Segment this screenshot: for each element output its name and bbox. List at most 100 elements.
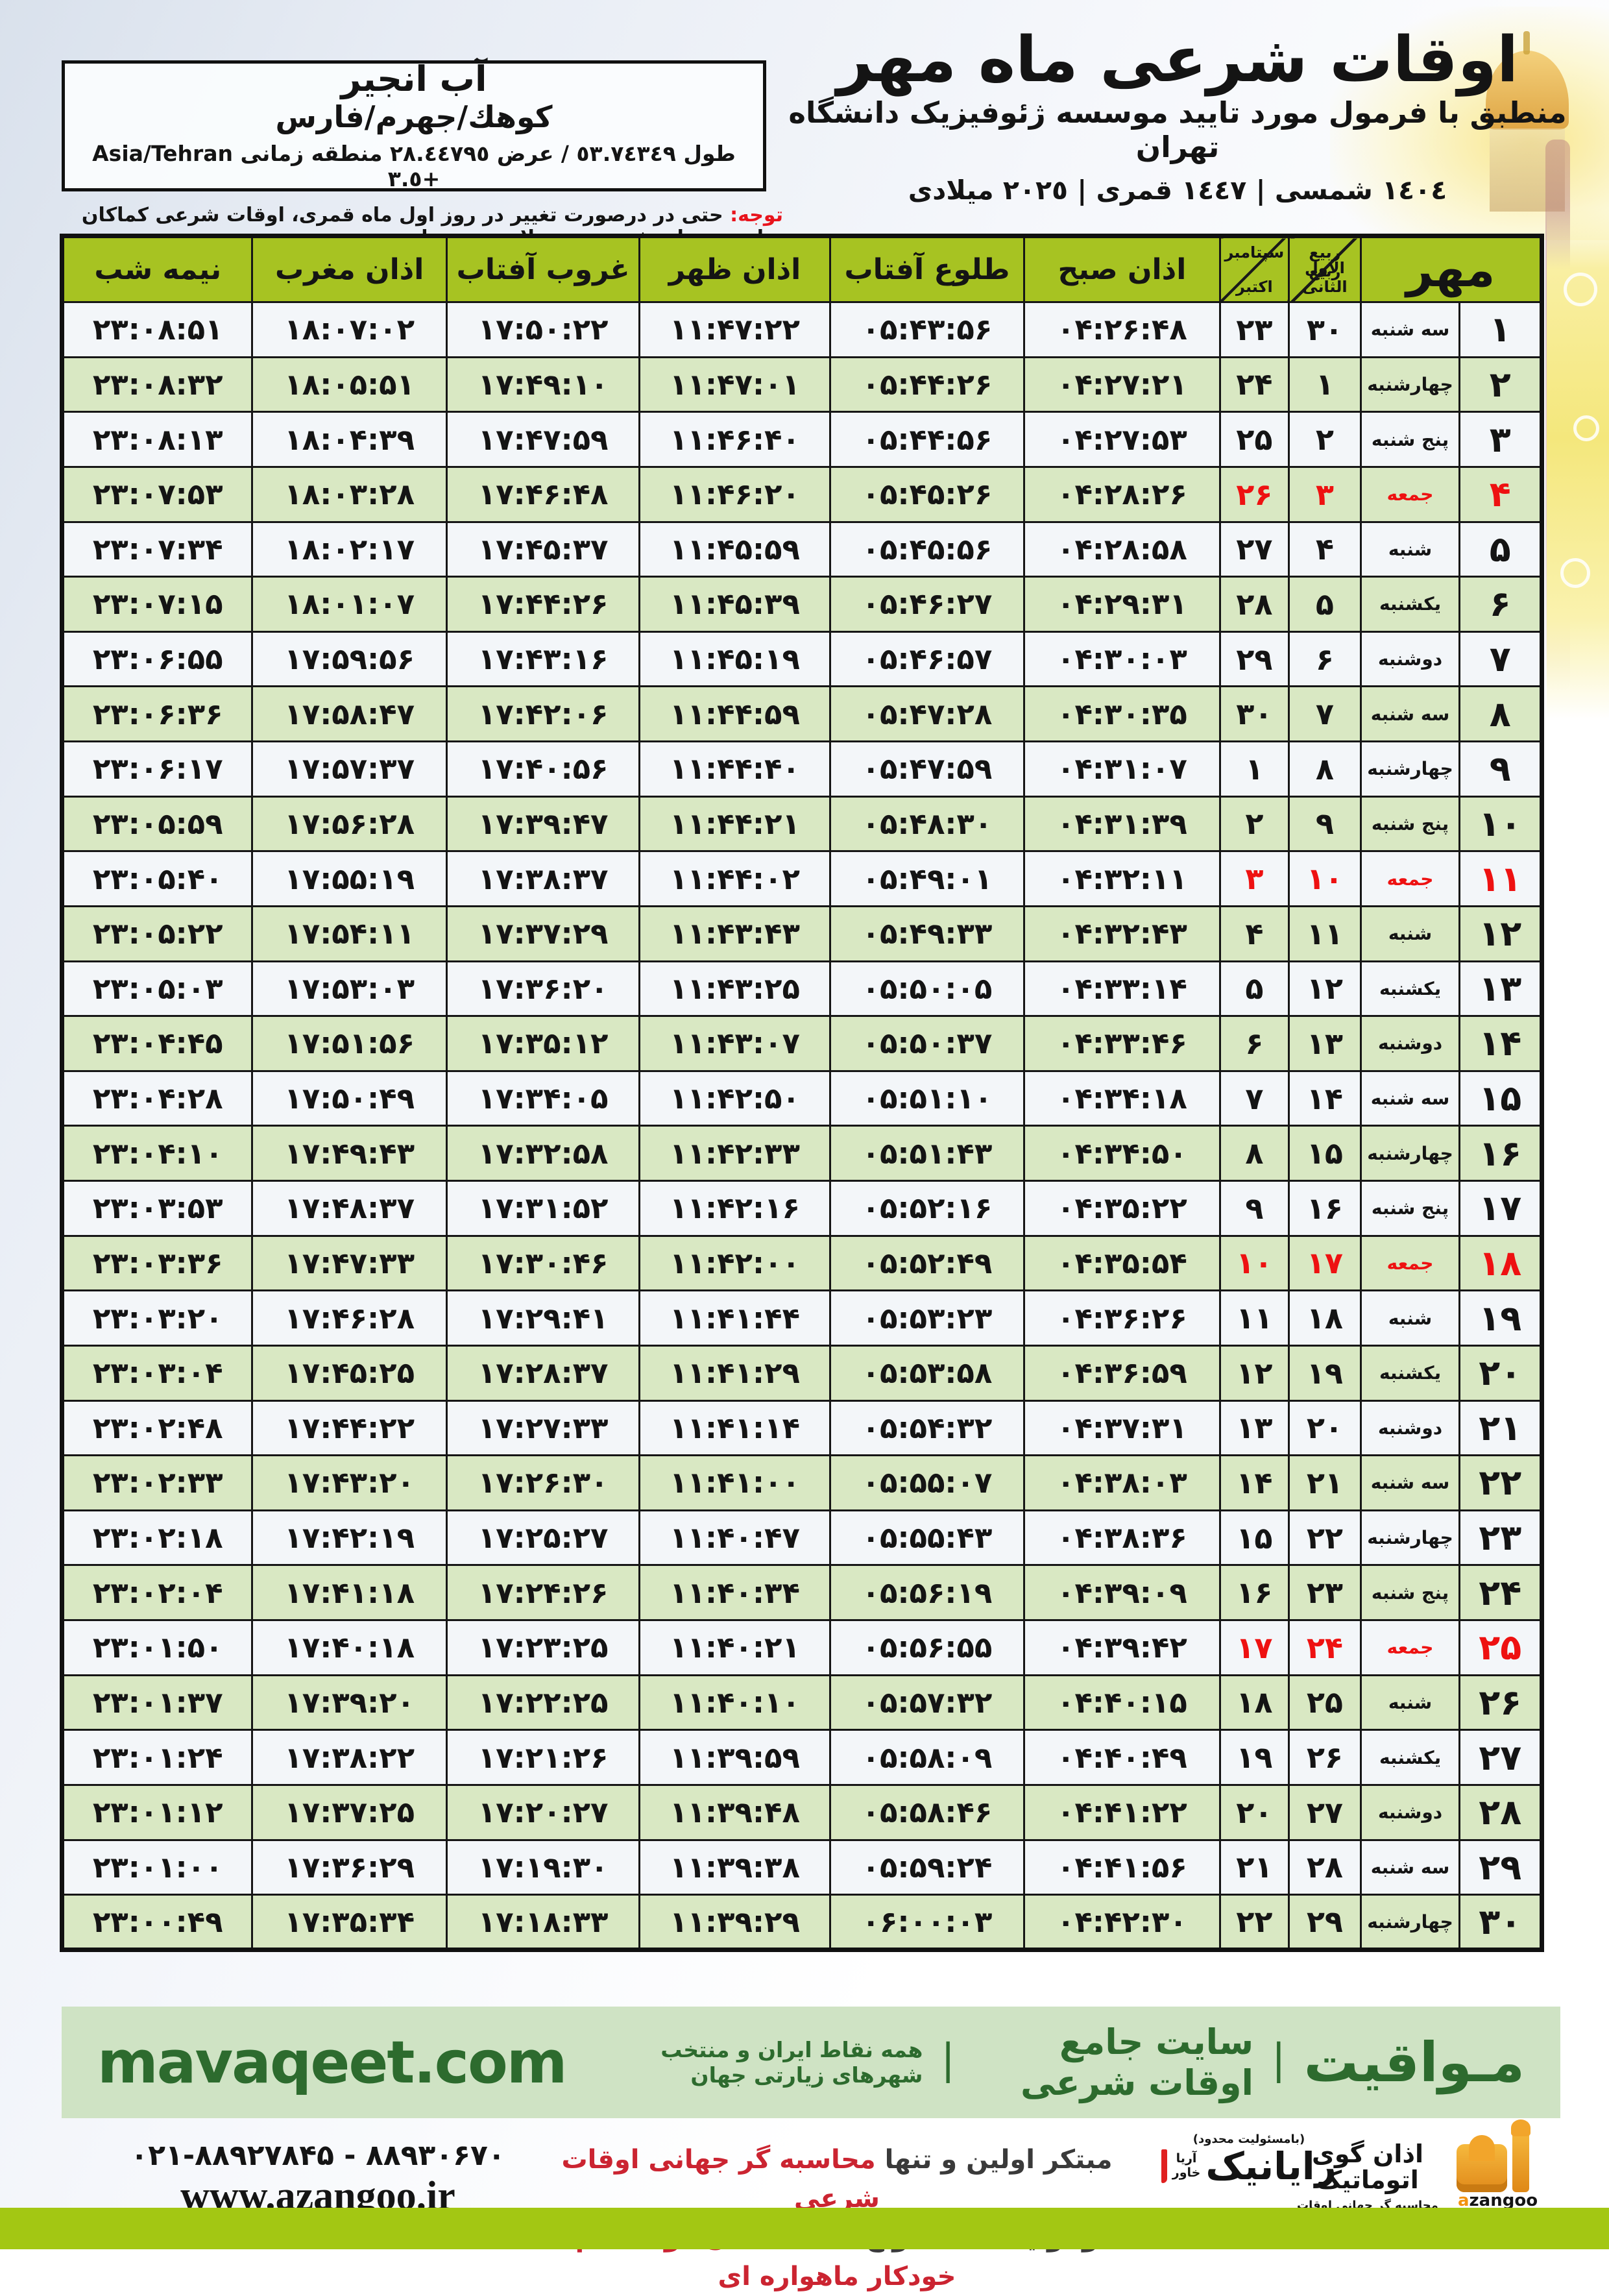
cell-sunset: ۱۷:۵۰:۲۲	[445, 301, 641, 358]
cell-weekday: یکشنبه	[1359, 960, 1461, 1018]
cell-midnight: ۲۳:۰۳:۲۰	[60, 1289, 254, 1347]
calendar-years: ١٤٠٤ شمسی | ١٤٤٧ قمری | ٢٠٢٥ میلادی	[908, 174, 1447, 206]
cell-midnight: ۲۳:۰۳:۰۴	[60, 1344, 254, 1402]
cell-maghrib: ۱۷:۳۷:۲۵	[251, 1783, 448, 1841]
cell-sunset: ۱۷:۲۶:۳۰	[445, 1454, 641, 1511]
cell-sunrise: ۰۵:۵۰:۰۵	[829, 960, 1026, 1018]
cell-maghrib: ۱۸:۰۷:۰۲	[251, 301, 448, 358]
cell-fajr: ۰۴:۲۷:۲۱	[1023, 356, 1221, 413]
cell-weekday: چهارشنبه	[1359, 740, 1461, 798]
cell-maghrib: ۱۷:۳۵:۳۴	[251, 1894, 448, 1951]
cell-sunset: ۱۷:۲۳:۲۵	[445, 1619, 641, 1676]
cell-maghrib: ۱۷:۳۶:۲۹	[251, 1838, 448, 1896]
cell-dhuhr: ۱۱:۴۱:۴۴	[638, 1289, 831, 1347]
cell-fajr: ۰۴:۳۴:۵۰	[1023, 1125, 1221, 1182]
cell-fajr: ۰۴:۴۱:۵۶	[1023, 1838, 1221, 1896]
table-row: ۱۸ جمعه ۱۷ ۱۰ ۰۴:۳۵:۵۴ ۰۵:۵۲:۴۹ ۱۱:۴۲:۰۰ ۱۷:۳۰:…	[60, 1234, 1543, 1292]
bottom-green-band	[0, 2208, 1609, 2249]
cell-lunar-date: ۷	[1288, 685, 1362, 742]
cell-lunar-date: ۲۳	[1288, 1564, 1362, 1621]
cell-day-number: ۱۹	[1458, 1289, 1543, 1347]
cell-lunar-date: ۲۱	[1288, 1454, 1362, 1511]
cell-lunar-date: ۱	[1288, 356, 1362, 413]
cell-weekday: پنج شنبه	[1359, 411, 1461, 468]
cell-maghrib: ۱۷:۴۷:۳۳	[251, 1234, 448, 1292]
footer-slogan-line1: مبتکر اولین و تنها محاسبه گر جهانی اوقات…	[551, 2140, 1122, 2218]
cell-fajr: ۰۴:۲۸:۲۶	[1023, 465, 1221, 523]
cell-midnight: ۲۳:۰۴:۱۰	[60, 1125, 254, 1182]
cell-dhuhr: ۱۱:۴۰:۲۱	[638, 1619, 831, 1676]
cell-sunset: ۱۷:۳۶:۲۰	[445, 960, 641, 1018]
cell-midnight: ۲۳:۰۳:۳۶	[60, 1234, 254, 1292]
cell-day-number: ۱	[1458, 301, 1543, 358]
cell-day-number: ۱۶	[1458, 1125, 1543, 1182]
rayanik-side-text: آریا خاور	[1172, 2151, 1201, 2180]
cell-sunrise: ۰۵:۵۸:۰۹	[829, 1729, 1026, 1786]
header-lunar-bottom: ربیع الثانی	[1302, 262, 1348, 296]
divider-bar: |	[941, 2036, 955, 2084]
slogan1-red: محاسبه گر جهانی اوقات شرعی	[561, 2145, 885, 2214]
rayanik-llc-label: (بامسئولیت محدود)	[1192, 2132, 1305, 2146]
cell-maghrib: ۱۷:۵۳:۰۳	[251, 960, 448, 1018]
cell-maghrib: ۱۷:۵۶:۲۸	[251, 795, 448, 853]
location-box: آب انجیر کوهك/جهرم/فارس طول ٥٣.٧٤٣٤٩ / ع…	[62, 60, 766, 191]
header-gregorian-month: سپتامبر اکتبر	[1218, 235, 1290, 303]
cell-maghrib: ۱۸:۰۵:۵۱	[251, 356, 448, 413]
cell-weekday: چهارشنبه	[1359, 1125, 1461, 1182]
table-row: ۱ سه شنبه ۳۰ ۲۳ ۰۴:۲۶:۴۸ ۰۵:۴۳:۵۶ ۱۱:۴۷:۲۲ ۱۷:۵…	[60, 301, 1543, 358]
cell-gregorian-date: ۱۸	[1218, 1674, 1290, 1731]
cell-weekday: یکشنبه	[1359, 576, 1461, 633]
cell-lunar-date: ۱۶	[1288, 1180, 1362, 1237]
cell-fajr: ۰۴:۳۳:۱۴	[1023, 960, 1221, 1018]
cell-sunset: ۱۷:۴۹:۱۰	[445, 356, 641, 413]
cell-sunrise: ۰۵:۴۶:۲۷	[829, 576, 1026, 633]
minaret-icon	[1511, 2119, 1530, 2192]
header-sunrise: طلوع آفتاب	[829, 235, 1026, 303]
cell-dhuhr: ۱۱:۴۱:۱۴	[638, 1399, 831, 1457]
cell-dhuhr: ۱۱:۳۹:۳۸	[638, 1838, 831, 1896]
mavaqeet-band: مـواقیت | سایت جامع اوقات شرعی | همه نقا…	[62, 2007, 1560, 2118]
cell-dhuhr: ۱۱:۴۲:۱۶	[638, 1180, 831, 1237]
cell-sunset: ۱۷:۴۴:۲۶	[445, 576, 641, 633]
cell-maghrib: ۱۷:۴۹:۴۳	[251, 1125, 448, 1182]
mavaqeet-domain-link[interactable]: mavaqeet.com	[97, 2028, 568, 2097]
cell-midnight: ۲۳:۰۱:۰۰	[60, 1838, 254, 1896]
cell-lunar-date: ۲۲	[1288, 1509, 1362, 1567]
cell-day-number: ۱۴	[1458, 1015, 1543, 1072]
footer-phone: ۰۲۱-۸۸۹۲۷۸۴۵ - ۸۸۹۳۰۶۷۰	[130, 2139, 505, 2172]
cell-sunrise: ۰۶:۰۰:۰۳	[829, 1894, 1026, 1951]
cell-dhuhr: ۱۱:۴۵:۳۹	[638, 576, 831, 633]
cell-dhuhr: ۱۱:۳۹:۴۸	[638, 1783, 831, 1841]
cell-gregorian-date: ۸	[1218, 1125, 1290, 1182]
cell-sunset: ۱۷:۳۰:۴۶	[445, 1234, 641, 1292]
location-coordinates: طول ٥٣.٧٤٣٤٩ / عرض ٢٨.٤٤٧٩٥ منطقه زمانی …	[92, 140, 736, 191]
cell-fajr: ۰۴:۳۱:۳۹	[1023, 795, 1221, 853]
cell-sunrise: ۰۵:۵۴:۳۲	[829, 1399, 1026, 1457]
cell-maghrib: ۱۸:۰۱:۰۷	[251, 576, 448, 633]
cell-midnight: ۲۳:۰۲:۰۴	[60, 1564, 254, 1621]
cell-weekday: سه شنبه	[1359, 1454, 1461, 1511]
cell-gregorian-date: ۱	[1218, 740, 1290, 798]
table-row: ۱۷ پنج شنبه ۱۶ ۹ ۰۴:۳۵:۲۲ ۰۵:۵۲:۱۶ ۱۱:۴۲:۱۶ ۱۷:…	[60, 1180, 1543, 1237]
cell-dhuhr: ۱۱:۴۰:۱۰	[638, 1674, 831, 1731]
cell-maghrib: ۱۷:۵۱:۵۶	[251, 1015, 448, 1072]
cell-lunar-date: ۳۰	[1288, 301, 1362, 358]
table-row: ۲۷ یکشنبه ۲۶ ۱۹ ۰۴:۴۰:۴۹ ۰۵:۵۸:۰۹ ۱۱:۳۹:۵۹ ۱۷:۲…	[60, 1729, 1543, 1786]
cell-sunrise: ۰۵:۴۳:۵۶	[829, 301, 1026, 358]
cell-day-number: ۱۲	[1458, 905, 1543, 962]
mavaqeet-tagline: همه نقاط ایران و منتخب شهرهای زیارتی جها…	[660, 2037, 923, 2088]
cell-lunar-date: ۱۴	[1288, 1069, 1362, 1127]
cell-sunset: ۱۷:۲۸:۳۷	[445, 1344, 641, 1402]
cell-midnight: ۲۳:۰۴:۲۸	[60, 1069, 254, 1127]
prayer-table-body: ۱ سه شنبه ۳۰ ۲۳ ۰۴:۲۶:۴۸ ۰۵:۴۳:۵۶ ۱۱:۴۷:۲۲ ۱۷:۵…	[60, 301, 1543, 1951]
cell-dhuhr: ۱۱:۴۳:۴۳	[638, 905, 831, 962]
shrine-dome-art	[1486, 51, 1569, 130]
cell-weekday: سه شنبه	[1359, 301, 1461, 358]
table-row: ۲۵ جمعه ۲۴ ۱۷ ۰۴:۳۹:۴۲ ۰۵:۵۶:۵۵ ۱۱:۴۰:۲۱ ۱۷:۲۳:…	[60, 1619, 1543, 1676]
cell-lunar-date: ۱۲	[1288, 960, 1362, 1018]
cell-sunrise: ۰۵:۵۸:۴۶	[829, 1783, 1026, 1841]
cell-gregorian-date: ۲۰	[1218, 1783, 1290, 1841]
cell-sunset: ۱۷:۲۰:۲۷	[445, 1783, 641, 1841]
swirl-ornament	[1573, 415, 1599, 441]
cell-gregorian-date: ۲۴	[1218, 356, 1290, 413]
